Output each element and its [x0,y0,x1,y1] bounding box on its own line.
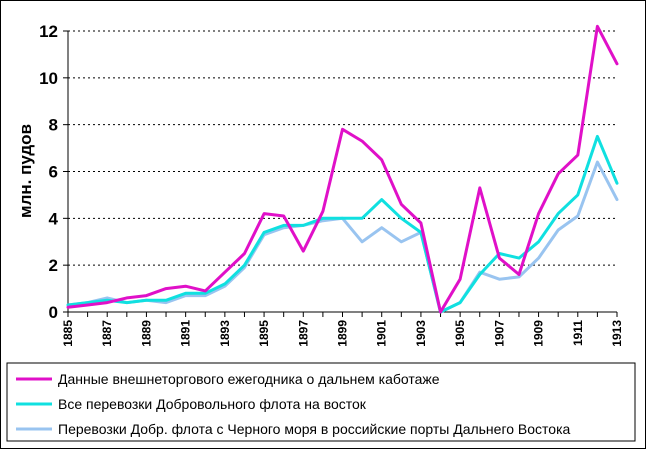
x-tick-label: 1913 [610,320,624,347]
y-tick-labels: 0 2 4 6 8 10 12 [39,22,58,322]
y-tick-label: 4 [49,209,59,228]
y-axis-label: млн. пудов [16,124,35,218]
legend-label-2: Все перевозки Добровольного флота на вос… [58,396,367,412]
legend-label-1: Данные внешнеторгового ежегодника о даль… [58,371,440,387]
y-tick-label: 10 [39,69,58,88]
y-tick-label: 0 [49,303,58,322]
x-tick-label: 1885 [61,320,75,347]
y-tick-label: 2 [49,256,58,275]
x-tick-label: 1887 [100,320,114,347]
x-tick-label: 1901 [375,320,389,347]
x-tick-label: 1905 [453,320,467,347]
x-tick-label: 1889 [139,320,153,347]
grid-lines [63,30,617,313]
x-tick-label: 1895 [257,320,271,347]
x-tick-label: 1897 [296,320,310,347]
x-tick-label: 1909 [532,320,546,347]
x-tick-label: 1899 [336,320,350,347]
x-tick-labels: 1885 1887 1889 1891 1893 1895 1897 1899 1901 1903… [61,320,624,347]
legend: Данные внешнеторгового ежегодника о даль… [6,362,636,442]
x-tick-label: 1891 [179,320,193,347]
y-tick-label: 8 [49,116,58,135]
x-tick-label: 1903 [414,320,428,347]
x-tick-label: 1907 [492,320,506,347]
series-lines [66,24,619,314]
series-line-3 [66,160,619,314]
y-tick-label: 12 [39,22,58,41]
legend-box [6,362,636,442]
legend-label-3: Перевозки Добр. флота с Черного моря в р… [58,421,571,437]
x-tick-label: 1893 [218,320,232,347]
series-line-1 [66,24,619,314]
axes [67,31,618,317]
x-tick-label: 1911 [571,320,585,346]
y-tick-label: 6 [49,163,58,182]
